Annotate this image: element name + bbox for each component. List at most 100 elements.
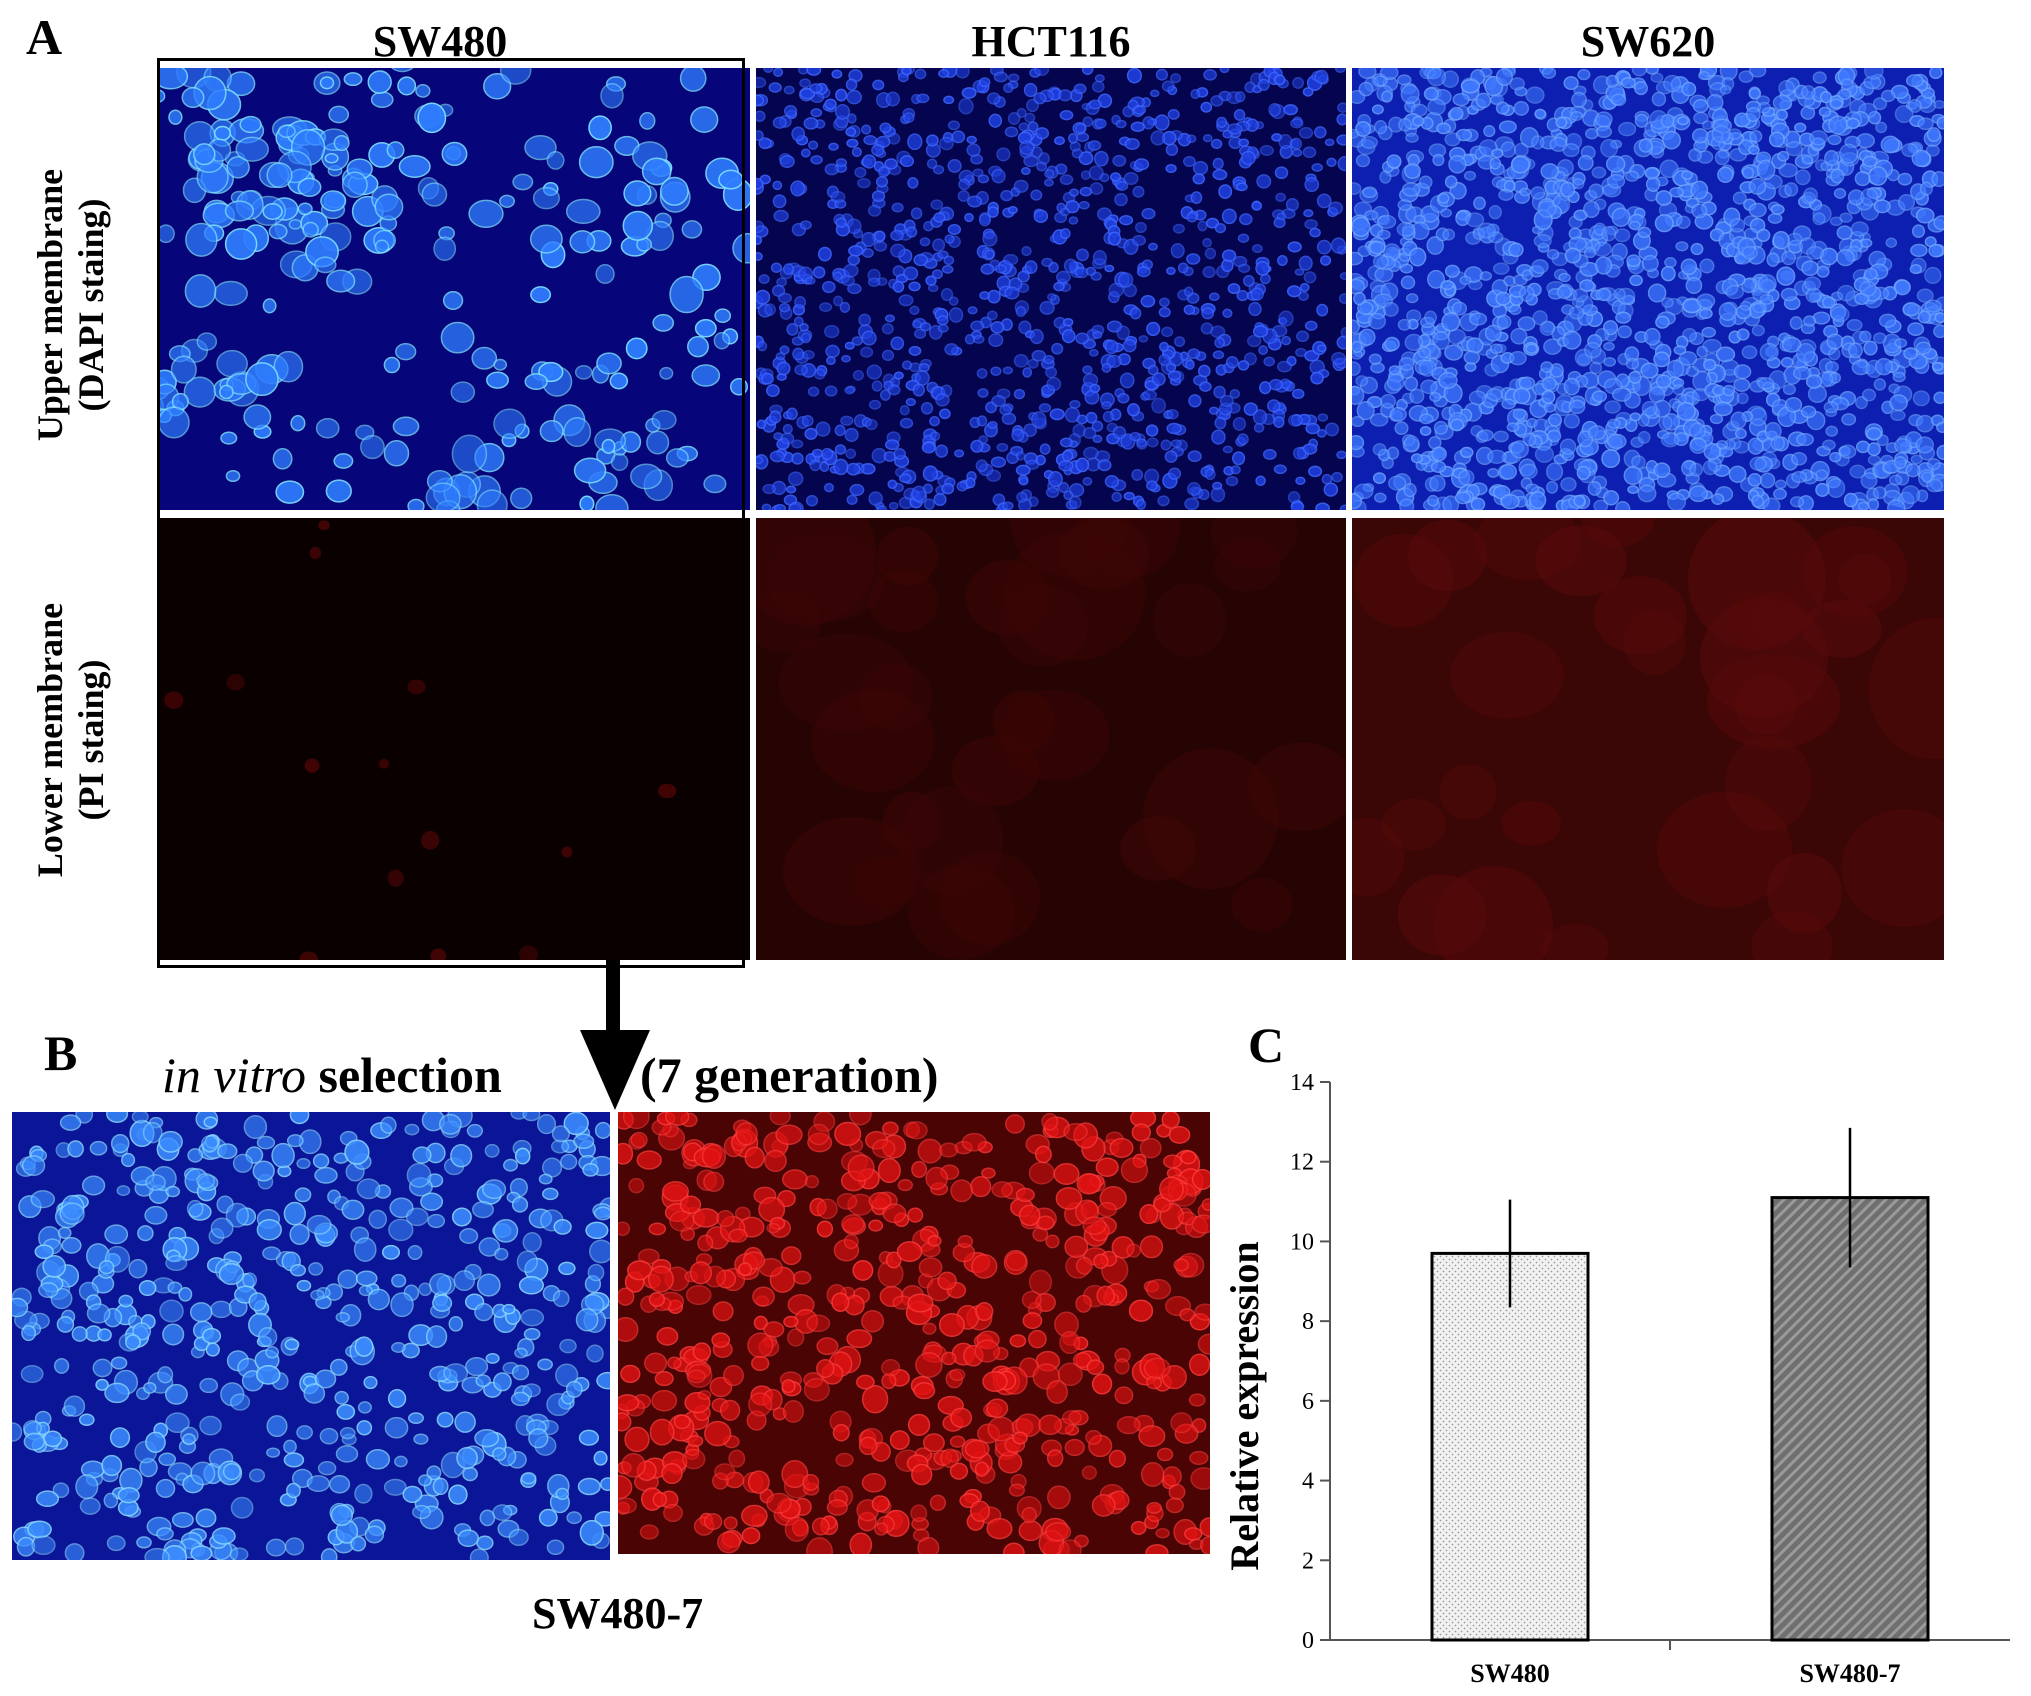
cell-nucleus bbox=[453, 1270, 476, 1292]
cell-nucleus bbox=[1304, 320, 1318, 331]
cell-nucleus bbox=[1304, 219, 1318, 230]
cell-nucleus bbox=[1521, 269, 1534, 281]
cell-nucleus bbox=[1179, 1308, 1196, 1322]
cell-nucleus bbox=[1308, 465, 1323, 478]
cell-nucleus bbox=[1030, 189, 1043, 201]
cell-nucleus bbox=[63, 1395, 86, 1417]
cell-nucleus bbox=[899, 786, 1004, 895]
cell-nucleus bbox=[1287, 491, 1301, 504]
cell-nucleus bbox=[845, 78, 858, 91]
cell-nucleus bbox=[315, 417, 340, 439]
cell-nucleus bbox=[1663, 74, 1682, 93]
cell-nucleus bbox=[1015, 306, 1027, 317]
cell-nucleus bbox=[1033, 209, 1049, 223]
cell-nucleus bbox=[1637, 226, 1652, 239]
cell-nucleus bbox=[1897, 193, 1916, 211]
cell-nucleus bbox=[1316, 344, 1327, 353]
cell-nucleus bbox=[1177, 262, 1189, 274]
cell-nucleus bbox=[697, 1234, 714, 1252]
cell-nucleus bbox=[775, 352, 786, 361]
cell-nucleus bbox=[523, 1327, 541, 1341]
micrograph-sw480-7-dapi bbox=[12, 1112, 610, 1560]
cell-nucleus bbox=[1016, 491, 1028, 503]
cell-nucleus bbox=[690, 106, 719, 133]
cell-nucleus bbox=[704, 1420, 732, 1447]
cell-nucleus bbox=[1822, 439, 1836, 451]
cell-nucleus bbox=[1593, 576, 1688, 655]
cell-nucleus bbox=[788, 471, 804, 486]
cell-nucleus bbox=[816, 1337, 839, 1356]
cell-nucleus bbox=[117, 1487, 140, 1504]
cell-nucleus bbox=[1752, 302, 1767, 314]
cell-nucleus bbox=[1166, 266, 1176, 275]
cell-nucleus bbox=[1061, 1410, 1082, 1426]
cell-nucleus bbox=[1784, 182, 1799, 197]
cell-nucleus bbox=[1791, 452, 1808, 466]
cell-nucleus bbox=[1583, 200, 1600, 218]
cell-nucleus bbox=[899, 155, 915, 168]
cell-nucleus bbox=[1517, 316, 1536, 331]
cell-nucleus bbox=[199, 1415, 222, 1436]
cell-nucleus bbox=[1560, 181, 1576, 198]
cell-nucleus bbox=[1617, 325, 1632, 339]
cell-nucleus bbox=[999, 404, 1012, 416]
cell-nucleus bbox=[1262, 448, 1277, 460]
bar-sw480 bbox=[1430, 1251, 1590, 1642]
cell-nucleus bbox=[104, 1382, 130, 1404]
cell-nucleus bbox=[1611, 387, 1632, 402]
cell-nucleus bbox=[1607, 418, 1621, 429]
cell-nucleus bbox=[772, 180, 783, 191]
cell-nucleus bbox=[652, 314, 675, 332]
x-tick-label: SW480-7 bbox=[1799, 1659, 1900, 1688]
cell-nucleus bbox=[1336, 450, 1346, 460]
cell-nucleus bbox=[106, 1112, 129, 1123]
cell-nucleus bbox=[791, 126, 806, 142]
cell-nucleus bbox=[1356, 400, 1375, 421]
cell-nucleus bbox=[769, 450, 786, 463]
cell-nucleus bbox=[365, 1449, 391, 1470]
cell-nucleus bbox=[1086, 1359, 1105, 1376]
cell-nucleus bbox=[1222, 445, 1233, 454]
cell-nucleus bbox=[887, 479, 898, 490]
cell-nucleus bbox=[950, 1179, 973, 1203]
cell-nucleus bbox=[579, 1519, 604, 1546]
cell-nucleus bbox=[1002, 366, 1014, 375]
cell-nucleus bbox=[1170, 73, 1182, 84]
cell-nucleus bbox=[1104, 475, 1120, 488]
cell-nucleus bbox=[450, 1143, 473, 1168]
cell-nucleus bbox=[1035, 127, 1050, 140]
cell-nucleus bbox=[1716, 439, 1729, 450]
cell-nucleus bbox=[1199, 381, 1212, 392]
cell-nucleus bbox=[1784, 396, 1803, 413]
cell-nucleus bbox=[1097, 459, 1112, 472]
cell-nucleus bbox=[1165, 143, 1179, 157]
cell-nucleus bbox=[1444, 344, 1464, 361]
cell-nucleus bbox=[1146, 1501, 1162, 1514]
cell-nucleus bbox=[538, 1508, 558, 1527]
cell-nucleus bbox=[988, 113, 1003, 128]
cell-nucleus bbox=[1666, 359, 1685, 379]
cell-nucleus bbox=[1917, 117, 1934, 131]
cell-nucleus bbox=[1862, 155, 1878, 168]
cell-nucleus bbox=[1860, 472, 1878, 489]
cell-nucleus bbox=[330, 1504, 353, 1526]
cell-nucleus bbox=[478, 1237, 501, 1257]
cell-nucleus bbox=[1795, 343, 1816, 364]
cell-nucleus bbox=[450, 381, 476, 403]
cell-nucleus bbox=[1562, 143, 1580, 158]
cell-nucleus bbox=[846, 462, 861, 476]
cell-nucleus bbox=[1362, 186, 1378, 199]
cell-nucleus bbox=[1316, 193, 1332, 209]
cell-nucleus bbox=[1073, 83, 1087, 95]
cell-nucleus bbox=[773, 68, 784, 77]
cell-nucleus bbox=[834, 1121, 862, 1147]
cell-nucleus bbox=[773, 503, 786, 510]
cell-nucleus bbox=[1427, 494, 1439, 507]
cell-nucleus bbox=[1719, 85, 1732, 95]
cell-nucleus bbox=[1770, 204, 1785, 215]
cell-nucleus bbox=[314, 256, 337, 274]
cell-nucleus bbox=[1205, 217, 1220, 229]
cell-nucleus bbox=[826, 1499, 848, 1516]
cell-nucleus bbox=[1075, 332, 1090, 345]
